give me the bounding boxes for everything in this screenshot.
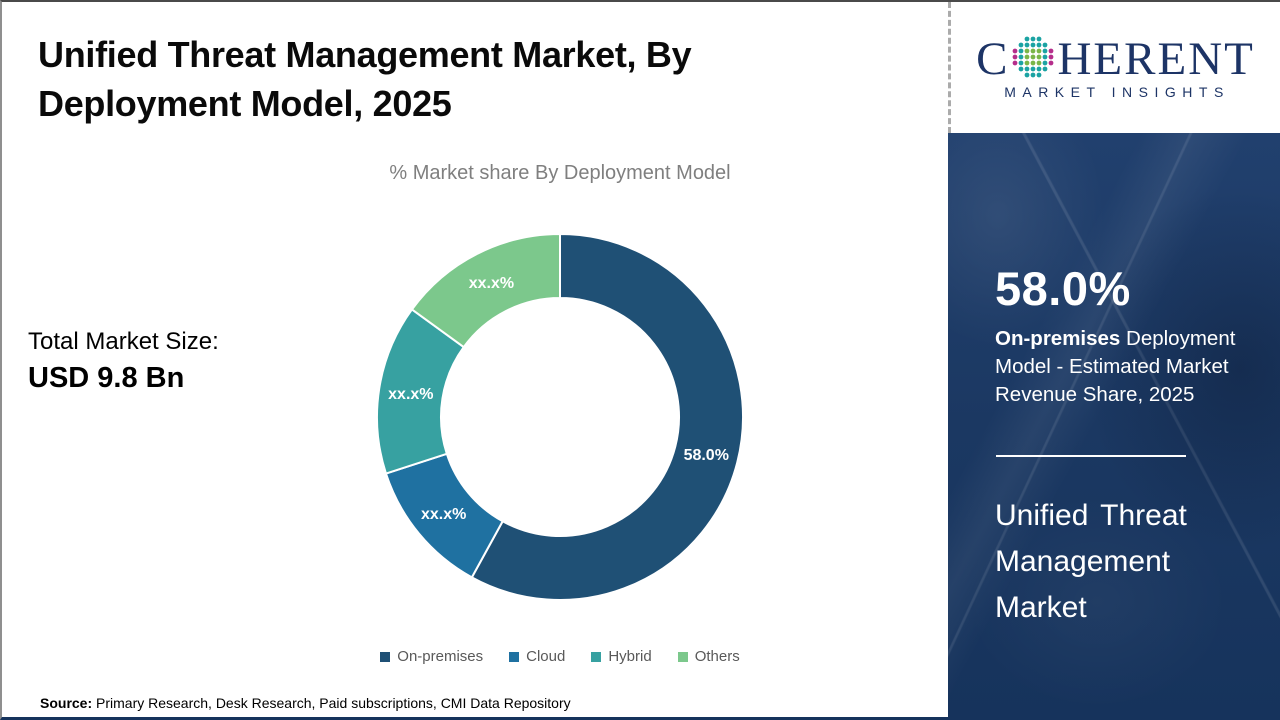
donut-segment-value-label: xx.x% xyxy=(388,386,433,403)
globe-dot xyxy=(1013,54,1018,60)
coherent-globe-icon xyxy=(1013,36,1054,78)
globe-dot xyxy=(1037,54,1042,60)
globe-dot xyxy=(1025,36,1030,42)
stat-value: 58.0% xyxy=(995,262,1131,315)
legend-marker-icon xyxy=(591,651,602,662)
globe-dot xyxy=(1019,60,1024,66)
page-title: Unified Threat Management Market, By Dep… xyxy=(38,30,838,128)
globe-dot xyxy=(1025,42,1030,48)
coherent-logo-wordmark: C HERENT xyxy=(976,35,1255,83)
globe-dot xyxy=(1043,54,1048,60)
doughnut-chart-svg: 58.0% xx.x% xx.x% xx.x% xyxy=(376,233,744,601)
stat-description-rest: Deployment Model - Estimated Market Reve… xyxy=(995,327,1236,406)
legend-label: Others xyxy=(694,648,740,665)
total-market-size-label: Total Market Size: xyxy=(28,328,219,355)
globe-dot xyxy=(1049,54,1054,60)
globe-dot xyxy=(1037,36,1042,42)
globe-dot xyxy=(1049,48,1054,54)
market-name-line3: Market xyxy=(995,591,1087,624)
coherent-logo: C HERENT MARKET INSIGHTS xyxy=(948,2,1280,133)
globe-dot xyxy=(1025,48,1030,54)
globe-dot xyxy=(1019,48,1024,54)
globe-dot xyxy=(1031,42,1036,48)
globe-dot xyxy=(1037,60,1042,66)
side-panel: 58.0% On-premises Deployment Model - Est… xyxy=(948,133,1280,717)
globe-dot xyxy=(1043,66,1048,72)
market-name-line1: Unified Threat xyxy=(995,499,1187,532)
legend-label: On-premises xyxy=(397,648,484,665)
globe-dot xyxy=(1019,66,1024,72)
donut-segment-value-label: xx.x% xyxy=(421,506,466,523)
legend-label: Cloud xyxy=(526,648,566,665)
globe-dot xyxy=(1037,48,1042,54)
donut-segment-value-label: 58.0% xyxy=(684,447,729,464)
globe-dot xyxy=(1031,72,1036,78)
chart-subtitle: % Market share By Deployment Model xyxy=(389,162,731,184)
legend-item-others: Others xyxy=(677,648,740,665)
legend-marker-icon xyxy=(509,651,520,662)
legend-label: Hybrid xyxy=(608,648,652,665)
total-market-size-value: USD 9.8 Bn xyxy=(28,362,185,394)
stat-description-bold: On-premises xyxy=(995,327,1121,350)
source-line: Source: Primary Research, Desk Research,… xyxy=(40,695,571,711)
legend-item-cloud: Cloud xyxy=(509,648,565,665)
globe-dot xyxy=(1037,72,1042,78)
source-label: Source: xyxy=(40,695,93,711)
donut-segment-value-label: xx.x% xyxy=(469,275,514,292)
page-title-line1: Unified Threat Management Market, By xyxy=(38,34,692,75)
page-title-line2: Deployment Model, 2025 xyxy=(38,83,452,124)
globe-dot xyxy=(1031,54,1036,60)
globe-dot xyxy=(1019,54,1024,60)
globe-dot xyxy=(1037,66,1042,72)
globe-dot xyxy=(1043,48,1048,54)
globe-dot xyxy=(1049,60,1054,66)
stat-description: On-premises Deployment Model - Estimated… xyxy=(995,325,1263,409)
doughnut-chart: 58.0% xx.x% xx.x% xx.x% xyxy=(360,217,760,617)
globe-dot xyxy=(1025,66,1030,72)
source-text: Primary Research, Desk Research, Paid su… xyxy=(92,695,571,711)
globe-dot xyxy=(1043,60,1048,66)
chart-legend: On-premises Cloud Hybrid Others xyxy=(180,648,940,665)
globe-dot xyxy=(1031,36,1036,42)
legend-marker-icon xyxy=(380,651,391,662)
logo-letters-herent: HERENT xyxy=(1057,32,1255,85)
globe-dot xyxy=(1025,72,1030,78)
globe-dot xyxy=(1013,48,1018,54)
globe-dot xyxy=(1019,42,1024,48)
market-name: Unified Threat Management Market xyxy=(995,493,1187,631)
globe-dot xyxy=(1025,54,1030,60)
panel-divider xyxy=(996,455,1186,457)
legend-item-hybrid: Hybrid xyxy=(591,648,652,665)
globe-dot xyxy=(1031,66,1036,72)
donut-segment-on-premises xyxy=(470,233,744,601)
globe-dot xyxy=(1025,60,1030,66)
logo-letter-c: C xyxy=(976,32,1010,85)
globe-dot xyxy=(1037,42,1042,48)
globe-dot xyxy=(1031,60,1036,66)
donut-segment-others xyxy=(410,233,561,349)
total-market-size-block: Total Market Size: USD 9.8 Bn xyxy=(28,326,219,398)
globe-dot xyxy=(1031,48,1036,54)
globe-dot xyxy=(1043,42,1048,48)
legend-marker-icon xyxy=(677,651,688,662)
legend-item-on-premises: On-premises xyxy=(380,648,483,665)
globe-dot xyxy=(1013,60,1018,66)
coherent-logo-subtitle: MARKET INSIGHTS xyxy=(1004,84,1230,100)
market-name-line2: Management xyxy=(995,545,1171,578)
